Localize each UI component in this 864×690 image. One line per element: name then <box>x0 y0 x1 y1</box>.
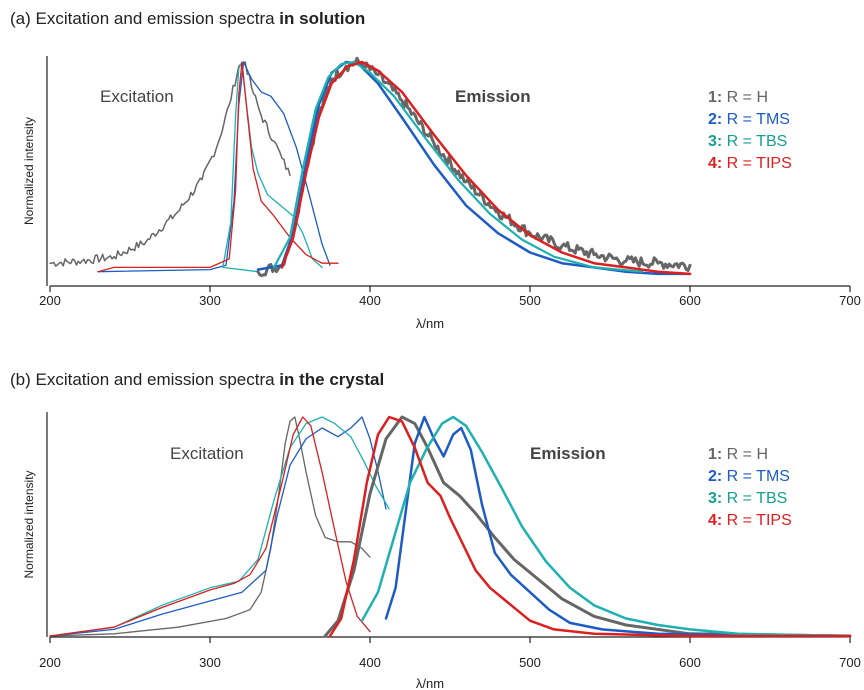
panel-b-x-tick-label: 200 <box>39 655 61 670</box>
legend-number: 2: <box>708 468 722 485</box>
legend-number: 4: <box>708 155 722 172</box>
panel-b-series-h-0 <box>49 416 371 637</box>
legend-text: R = TMS <box>722 111 790 128</box>
legend-text: R = TIPS <box>722 512 792 529</box>
panel-b-x-tick-label: 300 <box>199 655 221 670</box>
legend-text: R = TMS <box>722 468 790 485</box>
panel-b-legend-entry-h: 1: R = H <box>708 446 768 463</box>
panel-a-title-text: (a) Excitation and emission spectra <box>10 9 280 28</box>
panel-b-series-tms-1 <box>49 416 387 637</box>
legend-text: R = TIPS <box>722 155 792 172</box>
legend-number: 1: <box>708 446 722 463</box>
panel-b-title-text: (b) Excitation and emission spectra <box>10 370 280 389</box>
panel-b-series-tips-7 <box>328 415 852 638</box>
panel-a-x-tick-label: 400 <box>359 293 381 308</box>
panel-b-x-tick-label: 500 <box>519 655 541 670</box>
legend-number: 3: <box>708 133 722 150</box>
panel-a-series-tbs-6 <box>272 60 644 273</box>
panel-b-emission-label: Emission <box>530 444 606 463</box>
legend-number: 4: <box>708 512 722 529</box>
panel-a-x-tick-label: 300 <box>199 293 221 308</box>
panel-a-legend-entry-tbs: 3: R = TBS <box>708 133 787 150</box>
legend-number: 1: <box>708 89 722 106</box>
panel-a-x-tick-label: 700 <box>839 293 861 308</box>
panel-a-series-tips-3 <box>97 61 339 273</box>
panel-b-series-tbs-6 <box>360 415 852 638</box>
panel-a-legend-entry-tips: 4: R = TIPS <box>708 155 792 172</box>
panel-b-x-axis-label: λ/nm <box>416 676 444 690</box>
panel-a-emission-label: Emission <box>455 87 531 106</box>
panel-b-series-tms-5 <box>384 415 852 638</box>
panel-b-x-tick-label: 400 <box>359 655 381 670</box>
panel-a-legend-entry-h: 1: R = H <box>708 89 768 106</box>
panel-a-chart: 200 300 400 500 600 700 λ/nm Normalized intensi… <box>22 56 861 331</box>
panel-a-title: (a) Excitation and emission spectra in s… <box>10 9 365 29</box>
legend-text: R = H <box>722 89 768 106</box>
panel-b-legend-entry-tbs: 3: R = TBS <box>708 490 787 507</box>
panel-b-title-bold: in the crystal <box>279 370 385 389</box>
panel-a-series-tips-7 <box>280 60 692 276</box>
panel-b-y-axis-label: Normalized intensity <box>22 470 36 578</box>
panel-b-excitation-label: Excitation <box>170 444 244 463</box>
panel-b-chart: 200 300 400 500 600 700 λ/nm Normalized intensi… <box>22 412 861 690</box>
panel-a-series-tms-1 <box>97 61 331 273</box>
panel-b-legend-entry-tips: 4: R = TIPS <box>708 512 792 529</box>
panel-a-x-tick-label: 200 <box>39 293 61 308</box>
panel-a-x-tick-label: 500 <box>519 293 541 308</box>
panel-a-title-bold: in solution <box>279 9 366 28</box>
panel-b-x-tick-label: 600 <box>679 655 701 670</box>
panel-a-legend-entry-tms: 2: R = TMS <box>708 111 790 128</box>
panel-b-x-tick-label: 700 <box>839 655 861 670</box>
panel-b-legend-entry-tms: 2: R = TMS <box>708 468 790 485</box>
panel-b-title: (b) Excitation and emission spectra in t… <box>10 370 384 390</box>
panel-b-series-h-4 <box>323 415 852 638</box>
legend-number: 2: <box>708 111 722 128</box>
legend-text: R = TBS <box>722 490 787 507</box>
panel-a-x-axis-label: λ/nm <box>416 316 444 331</box>
panel-a-y-axis-label: Normalized intensity <box>22 117 36 225</box>
panel-a-series-tbs-2 <box>222 61 323 273</box>
panel-a-x-tick-label: 600 <box>679 293 701 308</box>
panel-b-series-tips-3 <box>49 416 371 637</box>
legend-number: 3: <box>708 490 722 507</box>
legend-text: R = H <box>722 446 768 463</box>
panel-a-excitation-label: Excitation <box>100 87 174 106</box>
legend-text: R = TBS <box>722 133 787 150</box>
